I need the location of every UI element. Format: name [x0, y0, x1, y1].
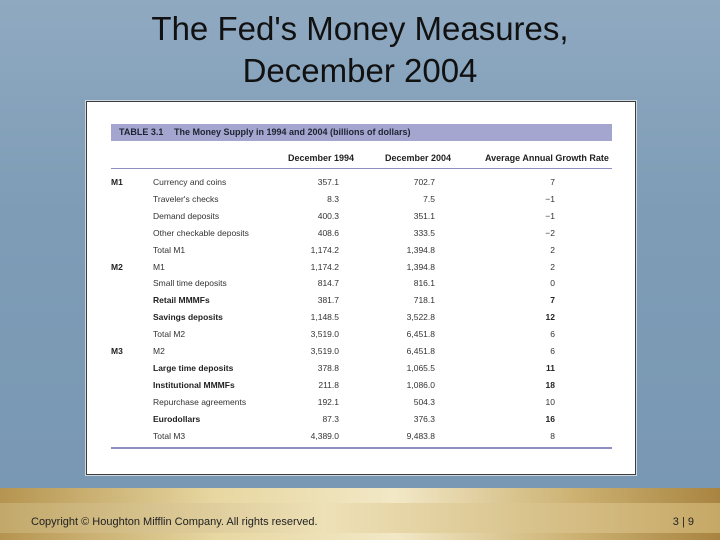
- growth-rate: 10: [545, 396, 555, 407]
- value-2004: 333.5: [413, 227, 435, 238]
- slide-title-line2: December 2004: [242, 52, 478, 89]
- row-label: Total M1: [153, 244, 186, 255]
- row-label: Repurchase agreements: [153, 396, 247, 407]
- table-row: Total M2 3,519.0 6,451.8 6: [87, 329, 635, 345]
- value-1994: 1,148.5: [310, 312, 339, 323]
- table-row: Traveler's checks 8.3 7.5 −1: [87, 194, 635, 210]
- value-2004: 3,522.8: [406, 312, 435, 323]
- page-number: 3 | 9: [672, 516, 694, 528]
- row-label: M2: [153, 346, 165, 356]
- growth-rate: 12: [545, 312, 555, 323]
- value-1994: 3,519.0: [310, 329, 339, 340]
- row-label: Retail MMMFs: [153, 295, 210, 306]
- value-2004: 6,451.8: [406, 346, 435, 356]
- row-label: Other checkable deposits: [153, 227, 249, 238]
- table-row: Large time deposits 378.8 1,065.5 11: [87, 363, 635, 379]
- column-header-1994: December 1994: [288, 153, 355, 163]
- value-1994: 4,389.0: [310, 430, 339, 441]
- table-row: Repurchase agreements 192.1 504.3 10: [87, 397, 635, 413]
- table-row: Eurodollars 87.3 376.3 16: [87, 414, 635, 430]
- table-row: Demand deposits 400.3 351.1 −1: [87, 211, 635, 227]
- value-1994: 3,519.0: [310, 346, 339, 356]
- value-2004: 816.1: [413, 278, 435, 289]
- table-caption-bar: TABLE 3.1 The Money Supply in 1994 and 2…: [111, 124, 612, 141]
- header-rule: [111, 168, 612, 169]
- footer-band: [0, 503, 720, 533]
- row-group-label: M2: [111, 261, 123, 272]
- value-2004: 1,394.8: [406, 261, 435, 272]
- growth-rate: 6: [550, 329, 555, 340]
- growth-rate: 6: [550, 346, 555, 356]
- value-2004: 1,065.5: [406, 362, 435, 373]
- value-1994: 400.3: [317, 210, 339, 221]
- table-row: Total M1 1,174.2 1,394.8 2: [87, 245, 635, 261]
- value-2004: 7.5: [423, 193, 435, 204]
- value-2004: 718.1: [413, 295, 435, 306]
- growth-rate: 7: [550, 295, 555, 306]
- table-row: Small time deposits 814.7 816.1 0: [87, 278, 635, 294]
- value-2004: 1,394.8: [406, 244, 435, 255]
- column-header-2004: December 2004: [385, 153, 452, 163]
- growth-rate: 0: [550, 278, 555, 289]
- value-1994: 1,174.2: [310, 244, 339, 255]
- column-header-growth: Average Annual Growth Rate: [485, 153, 609, 163]
- value-1994: 357.1: [317, 177, 339, 187]
- growth-rate: 7: [550, 177, 555, 187]
- value-1994: 8.3: [327, 193, 339, 204]
- copyright-notice: Copyright © Houghton Mifflin Company. Al…: [31, 516, 318, 528]
- value-2004: 376.3: [413, 413, 435, 424]
- row-label: Savings deposits: [153, 312, 223, 323]
- growth-rate: 2: [550, 244, 555, 255]
- row-group-label: M3: [111, 346, 123, 356]
- value-2004: 6,451.8: [406, 329, 435, 340]
- table-row: Institutional MMMFs 211.8 1,086.0 18: [87, 380, 635, 396]
- value-1994: 814.7: [317, 278, 339, 289]
- value-2004: 9,483.8: [406, 430, 435, 441]
- value-2004: 1,086.0: [406, 379, 435, 390]
- value-2004: 504.3: [413, 396, 435, 407]
- row-label: M1: [153, 261, 165, 272]
- value-1994: 408.6: [317, 227, 339, 238]
- growth-rate: 11: [546, 362, 555, 373]
- row-label: Large time deposits: [153, 362, 234, 373]
- table-row: Total M3 4,389.0 9,483.8 8: [87, 431, 635, 447]
- value-1994: 211.8: [318, 379, 339, 390]
- table-row: M1 Currency and coins 357.1 702.7 7: [87, 177, 635, 193]
- value-1994: 378.8: [317, 362, 339, 373]
- growth-rate: 8: [550, 430, 555, 441]
- money-supply-table: TABLE 3.1 The Money Supply in 1994 and 2…: [86, 101, 636, 475]
- bottom-rule: [111, 447, 612, 449]
- row-group-label: M1: [111, 177, 123, 187]
- row-label: Small time deposits: [153, 278, 227, 289]
- row-label: Traveler's checks: [153, 193, 219, 204]
- row-label: Demand deposits: [153, 210, 220, 221]
- row-label: Total M3: [153, 430, 186, 441]
- row-label: Total M2: [153, 329, 186, 340]
- row-label: Currency and coins: [153, 177, 227, 187]
- value-1994: 381.7: [317, 295, 339, 306]
- table-caption: The Money Supply in 1994 and 2004 (billi…: [174, 127, 411, 137]
- row-label: Institutional MMMFs: [153, 379, 235, 390]
- growth-rate: −1: [545, 193, 555, 204]
- slide-title-line1: The Fed's Money Measures,: [151, 10, 569, 47]
- table-row: Other checkable deposits 408.6 333.5 −2: [87, 228, 635, 244]
- growth-rate: 18: [545, 379, 555, 390]
- value-2004: 702.7: [413, 177, 435, 187]
- growth-rate: −1: [545, 210, 555, 221]
- row-label: Eurodollars: [153, 413, 201, 424]
- value-1994: 192.1: [317, 396, 339, 407]
- value-2004: 351.1: [413, 210, 435, 221]
- growth-rate: 16: [545, 413, 555, 424]
- table-row: Retail MMMFs 381.7 718.1 7: [87, 295, 635, 311]
- slide-title: The Fed's Money Measures, December 2004: [0, 8, 720, 92]
- value-1994: 1,174.2: [310, 261, 339, 272]
- footer-decoration: [0, 488, 720, 540]
- table-number: TABLE 3.1: [119, 127, 164, 137]
- table-row: M3 M2 3,519.0 6,451.8 6: [87, 346, 635, 362]
- growth-rate: 2: [550, 261, 555, 272]
- table-row: M2 M1 1,174.2 1,394.8 2: [87, 262, 635, 278]
- table-row: Savings deposits 1,148.5 3,522.8 12: [87, 312, 635, 328]
- value-1994: 87.3: [322, 413, 339, 424]
- growth-rate: −2: [545, 227, 555, 238]
